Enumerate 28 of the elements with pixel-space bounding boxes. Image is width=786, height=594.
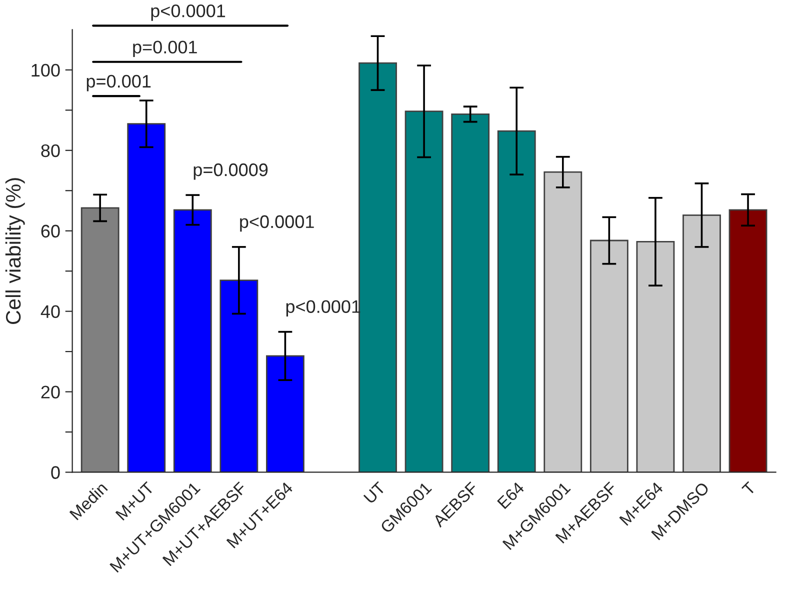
annotation: p=0.0009 [194,163,268,180]
text: p<0.0001 [151,4,226,21]
y-tick-label: 20 [41,386,60,398]
bar [358,62,397,472]
x-tick-label: T [742,481,756,496]
x-tick-label: UT [363,481,386,504]
y-tick-label: 60 [41,224,60,238]
bar [682,214,721,472]
bar [451,113,490,472]
bar [728,209,768,472]
bar [544,171,582,472]
bar [636,241,675,472]
bar [266,355,304,472]
annotation: p=0.001 [133,40,197,58]
y-tick-label: 80 [41,144,60,158]
y-tick-label: 100 [32,64,60,77]
bar [404,110,444,472]
bar [173,209,212,472]
bar [220,280,258,472]
bar [127,123,166,472]
annotation: p=0.001 [86,74,151,92]
y-axis-title: Cell viability (%) [5,178,25,324]
bar [590,240,628,472]
y-tick-label: 0 [51,466,60,479]
y-tick-label: 40 [40,305,60,318]
bar [497,130,536,472]
bar [80,207,120,472]
annotation: p<0.0001 [240,215,314,232]
